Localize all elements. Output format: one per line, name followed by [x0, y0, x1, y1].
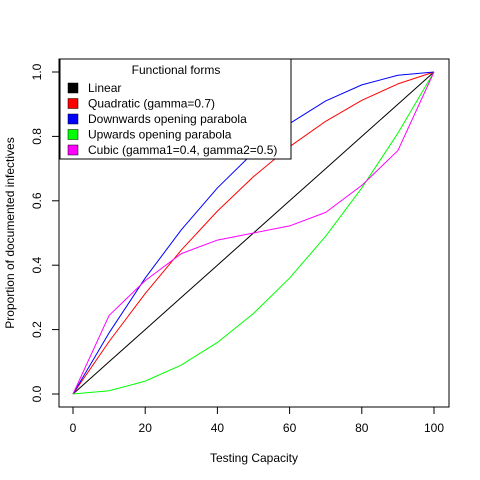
y-tick-label: 0.4: [30, 257, 44, 274]
x-tick-label: 0: [70, 421, 77, 435]
legend-swatch: [67, 82, 79, 94]
legend-entry: Upwards opening parabola: [67, 128, 232, 142]
legend-label: Upwards opening parabola: [88, 128, 232, 142]
legend-entry: Cubic (gamma1=0.4, gamma2=0.5): [67, 143, 277, 157]
x-tick-label: 20: [139, 421, 153, 435]
legend-label: Linear: [88, 81, 121, 95]
y-tick-label: 0.6: [30, 192, 44, 209]
x-axis-label: Testing Capacity: [210, 451, 298, 465]
legend-box: [59, 58, 292, 160]
legend-swatch: [67, 129, 79, 140]
y-tick-label: 0.8: [30, 128, 44, 145]
y-tick-label: 0.2: [30, 321, 44, 338]
y-axis-label: Proportion of documented infectives: [3, 137, 17, 328]
y-tick-label: 1.0: [30, 63, 44, 80]
legend-entry: Linear: [67, 81, 121, 95]
legend-swatch: [67, 98, 79, 109]
axes: 0 20 40 60 80 100 0.0 0.2 0.4 0.6 0.8 1.0: [30, 63, 444, 435]
series-line-4: [72, 71, 435, 395]
legend-swatch: [67, 113, 79, 125]
series-line-5: [72, 71, 435, 395]
x-tick-label: 80: [355, 421, 369, 435]
series-line-2: [72, 71, 435, 395]
legend-entry: Quadratic (gamma=0.7): [67, 97, 215, 111]
x-tick-label: 40: [211, 421, 225, 435]
legend-label: Cubic (gamma1=0.4, gamma2=0.5): [88, 143, 277, 157]
legend-label: Downwards opening parabola: [88, 112, 247, 126]
legend: Functional forms Linear Quadratic (gamma=…: [59, 58, 292, 160]
legend-items: Linear Quadratic (gamma=0.7)Downwards ope…: [67, 81, 277, 157]
x-tick-label: 60: [283, 421, 297, 435]
legend-entry: Downwards opening parabola: [67, 112, 247, 126]
legend-label: Quadratic (gamma=0.7): [88, 97, 215, 111]
x-tick-label: 100: [424, 421, 444, 435]
legend-swatch: [67, 144, 79, 156]
y-tick-label: 0.0: [30, 385, 44, 402]
legend-title: Functional forms: [132, 63, 221, 77]
